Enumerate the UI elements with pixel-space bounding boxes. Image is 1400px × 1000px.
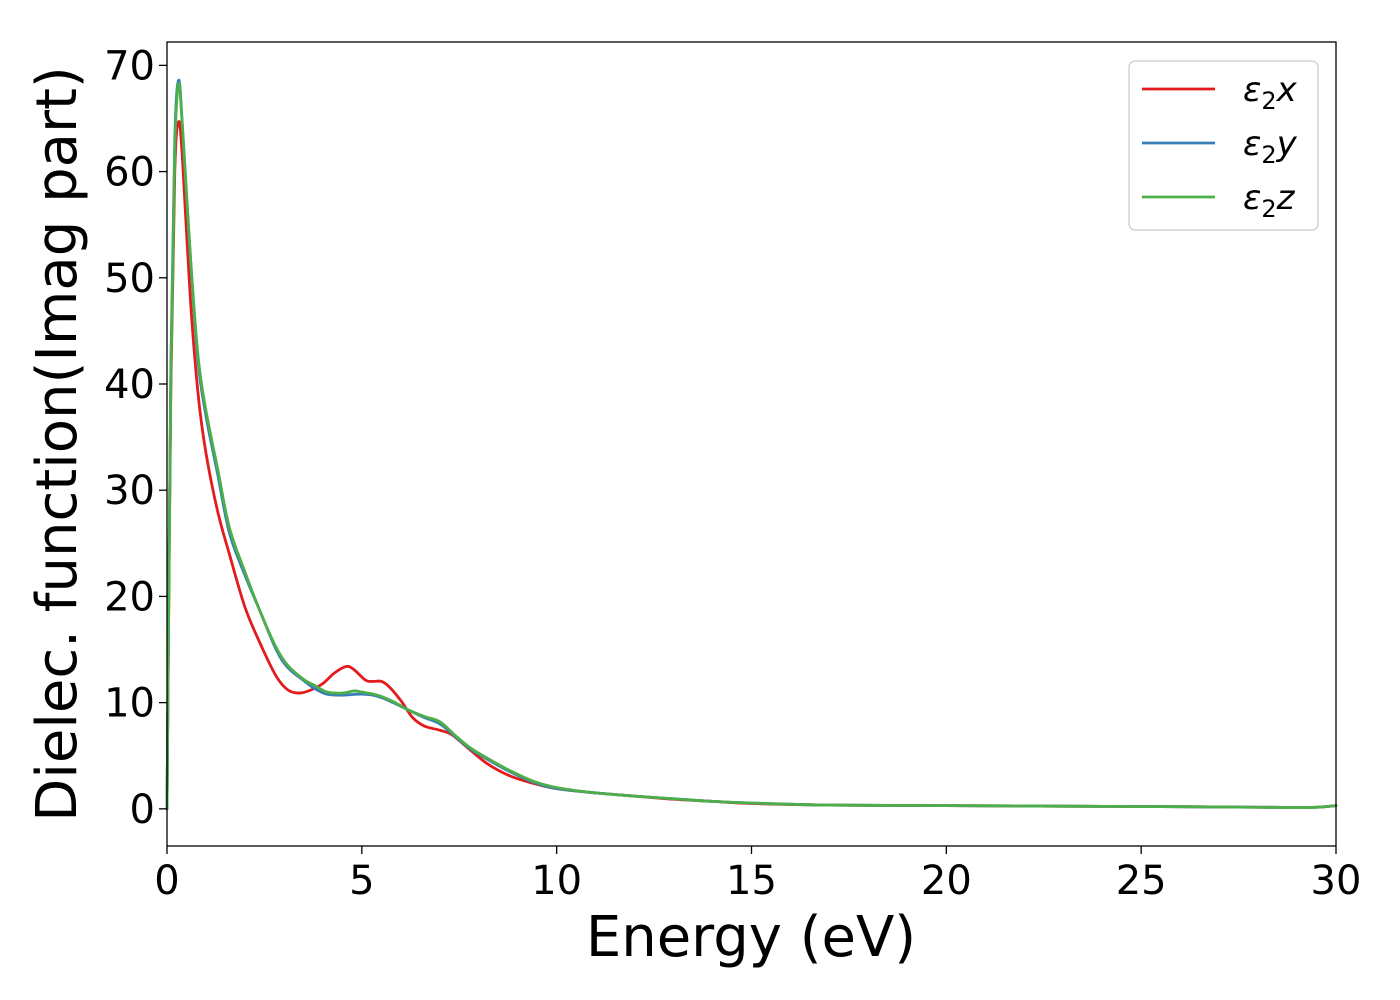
- legend-label-y: ε2y: [1243, 124, 1298, 169]
- y-tick-label: 0: [130, 787, 155, 833]
- y-tick-label: 20: [104, 574, 155, 620]
- legend-box: [1128, 60, 1319, 231]
- x-axis-label: Energy (eV): [586, 905, 916, 970]
- x-tick-label: 25: [1116, 858, 1167, 904]
- y-tick-label: 30: [104, 468, 155, 514]
- x-tick-label: 0: [154, 858, 179, 904]
- y-tick-label: 70: [104, 43, 155, 89]
- x-tick-label: 15: [726, 858, 777, 904]
- series-layer: [165, 78, 1338, 811]
- y-tick-label: 50: [104, 256, 155, 302]
- x-axis: 0 5 10 15 20 25 30: [154, 846, 1361, 904]
- series-line-z: [165, 81, 1338, 811]
- y-axis: 0 10 20 30 40 50 60 70: [104, 43, 167, 833]
- y-tick-label: 40: [104, 362, 155, 408]
- y-tick-label: 60: [104, 150, 155, 196]
- x-tick-label: 30: [1311, 858, 1362, 904]
- x-tick-label: 10: [531, 858, 582, 904]
- y-axis-label: Dielec. function(Imag part): [25, 66, 90, 822]
- x-tick-label: 20: [921, 858, 972, 904]
- y-tick-label: 10: [104, 681, 155, 727]
- x-tick-label: 5: [349, 858, 374, 904]
